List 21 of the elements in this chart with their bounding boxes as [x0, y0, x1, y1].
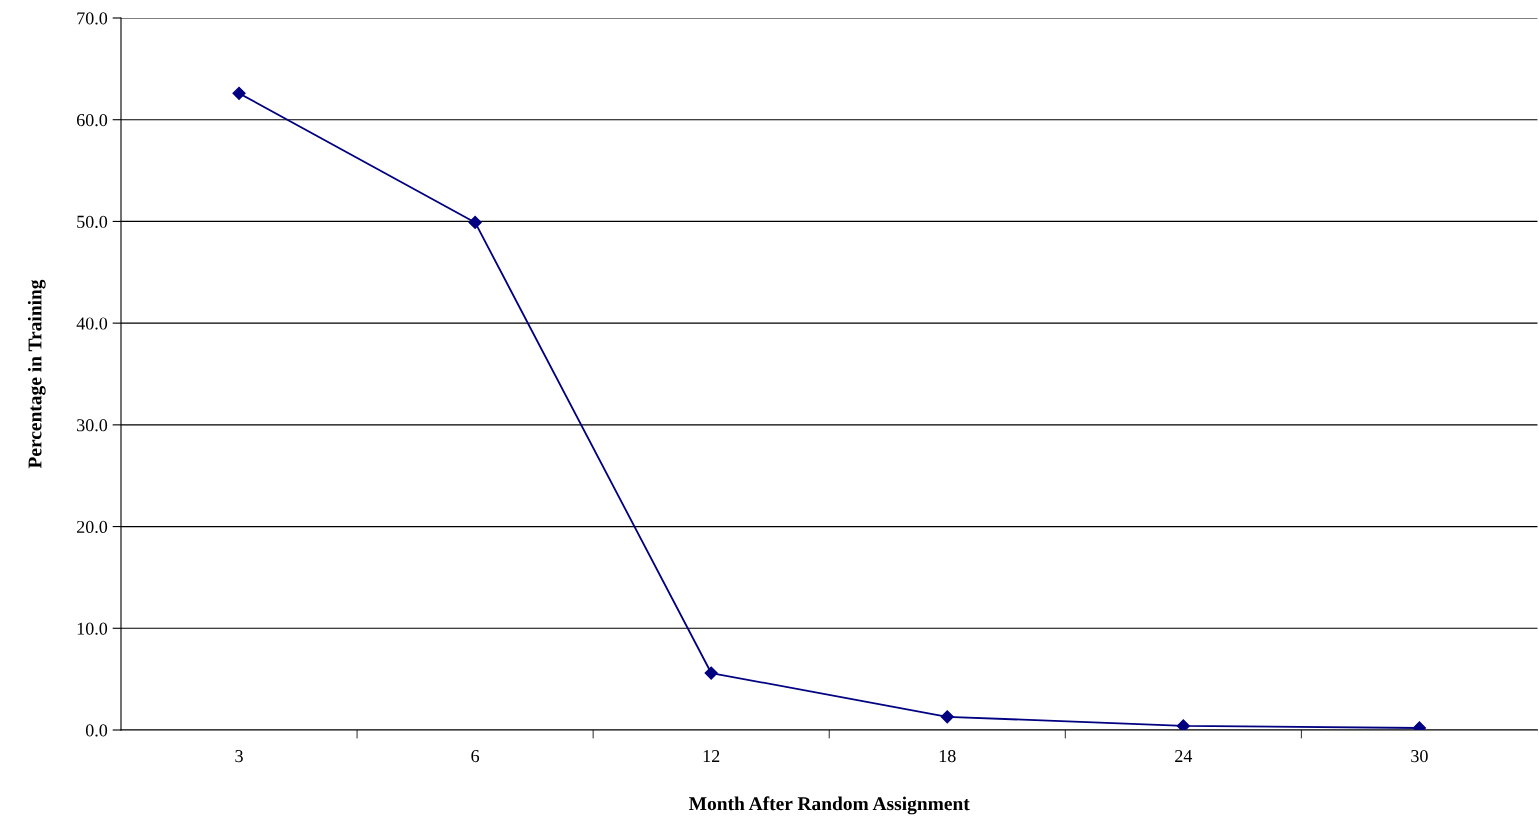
x-tick-label: 12 — [703, 750, 720, 762]
y-tick-label: 70.0 — [77, 12, 108, 25]
y-axis-title: Percentage in Training — [27, 279, 46, 469]
x-tick-label: 18 — [939, 749, 956, 763]
y-tick-label: 0.0 — [85, 724, 108, 737]
y-tick-label: 50.0 — [77, 215, 108, 228]
point — [1176, 719, 1190, 730]
y-tick-label: 60.0 — [76, 113, 108, 127]
x-tick-label: 3 — [235, 750, 243, 763]
point — [468, 215, 482, 230]
x-tick-label: 30 — [1411, 749, 1428, 763]
y-tick-label: 40.0 — [76, 317, 108, 330]
point — [940, 710, 954, 724]
point — [704, 666, 718, 680]
x-axis-title: Month After Random Assignment — [689, 796, 970, 815]
x-tick-label: 24 — [1175, 750, 1193, 762]
y-tick-label: 30.0 — [77, 419, 108, 432]
y-tick-label: 10.0 — [77, 622, 108, 635]
x-tick-label: 6 — [471, 750, 480, 763]
y-tick-label: 20.0 — [77, 520, 108, 534]
point — [232, 86, 246, 100]
